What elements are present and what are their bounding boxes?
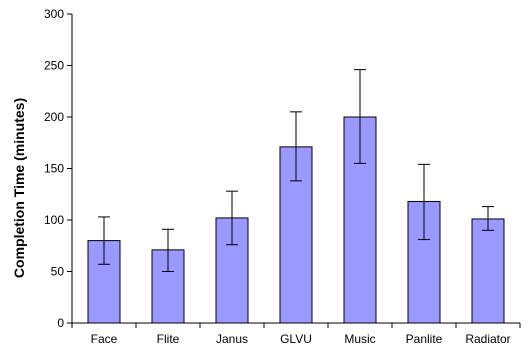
y-axis-ticks: 0 50 100 150 200 250 300 [44,7,72,330]
x-tick-label-radiator: Radiator [465,332,510,346]
y-tick-label: 50 [51,265,65,279]
x-axis-ticks: Face Flite Janus GLVU Music Panlite Radiator [71,323,521,346]
y-tick-label: 250 [44,59,64,73]
y-tick-label: 100 [44,213,64,227]
error-bar-face [98,216,110,265]
y-tick-label: 200 [44,110,64,124]
x-tick-label-glvu: GLVU [280,332,312,346]
error-bar-music [354,69,366,164]
error-bar-janus [226,190,238,246]
bar-radiator [471,218,505,324]
x-tick-label-janus: Janus [216,332,248,346]
error-bar-glvu [290,111,302,182]
y-axis-title: Completion Time (minutes) [11,98,27,278]
x-tick-label-music: Music [344,332,375,346]
x-tick-label-face: Face [91,332,118,346]
y-tick-label: 150 [44,162,64,176]
y-tick-label: 0 [57,316,64,330]
error-bar-flite [162,228,174,272]
error-bars [98,69,494,272]
error-bar-radiator [482,206,494,231]
error-bar-panlite [418,163,430,241]
x-tick-label-panlite: Panlite [406,332,443,346]
x-tick-label-flite: Flite [157,332,180,346]
y-tick-label: 300 [44,7,64,21]
